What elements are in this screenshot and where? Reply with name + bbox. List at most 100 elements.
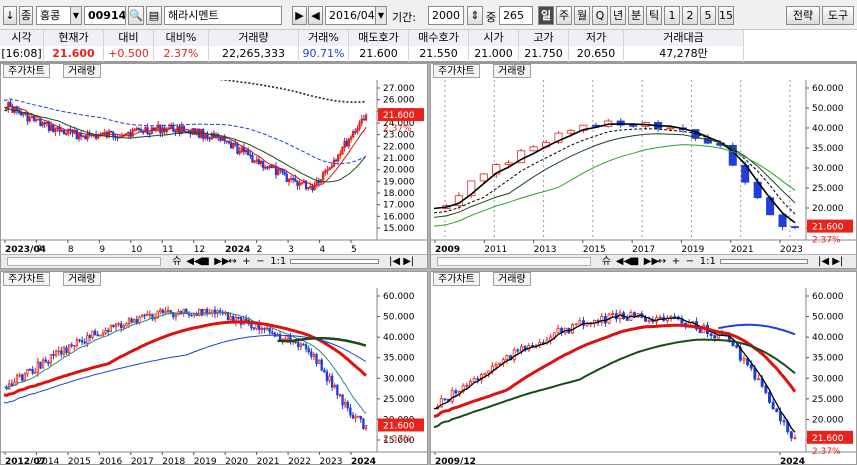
play-back-icon[interactable]: ◀: [308, 6, 323, 25]
change-pct-label: 2.37%: [812, 447, 841, 457]
y-tick-label: 25.000: [383, 395, 415, 405]
x-tick-label: 2024: [780, 457, 805, 465]
y-tick-label: 21.000: [383, 154, 415, 164]
period-button-6[interactable]: 틱: [646, 6, 662, 25]
market-dropdown-icon[interactable]: ▼: [70, 6, 82, 25]
chart-panel-2[interactable]: 주가차트 거래량 60.000 50.000 40.000 35.000 30.000 25.…: [430, 63, 857, 269]
y-tick-label: 35.000: [812, 354, 844, 364]
tab-volume[interactable]: 거래량: [63, 272, 101, 286]
tab-volume[interactable]: 거래량: [63, 64, 101, 78]
nav-button-6[interactable]: −: [256, 256, 265, 267]
tools-button[interactable]: 도구: [822, 6, 854, 25]
horizontal-scrollbar[interactable]: [437, 257, 591, 266]
x-tick-label: 2023: [780, 245, 803, 254]
quote-header-cell: 시각: [0, 30, 44, 46]
x-tick-label: 2017: [632, 245, 655, 254]
stock-list-icon[interactable]: ▤: [146, 6, 162, 25]
period-button-3[interactable]: Q: [592, 6, 608, 25]
chevron-down-icon[interactable]: ↓: [3, 6, 17, 25]
x-tick-label: 2014: [36, 457, 59, 465]
price-chart[interactable]: 60.00050.00040.00035.00030.00025.00020.0…: [1, 288, 427, 465]
nav-end-icons[interactable]: |◀ ▶|: [818, 256, 844, 267]
nav-button-4[interactable]: ↔: [228, 256, 237, 267]
period-button-4[interactable]: 년: [610, 6, 626, 25]
chart-panel-1[interactable]: 주가차트 거래량 27.00026.00025.00024.00023.00022.…: [0, 63, 428, 269]
nav-button-5[interactable]: +: [671, 256, 681, 267]
y-tick-label: 15.000: [383, 224, 415, 234]
quote-header-cell: 거래량: [209, 30, 299, 46]
y-tick-label: 35.000: [383, 354, 415, 364]
period-input[interactable]: 2000: [428, 6, 464, 25]
horizontal-splitter[interactable]: [0, 269, 857, 271]
price-chart[interactable]: 27.00026.00025.00024.00023.00022.00021.0…: [1, 80, 427, 254]
strategy-button[interactable]: 전략: [786, 6, 820, 25]
vertical-splitter[interactable]: [428, 63, 430, 465]
period-label: 기간:: [392, 11, 416, 24]
nav-button-5[interactable]: +: [242, 256, 251, 267]
nav-button-4[interactable]: ↔: [657, 256, 667, 267]
x-tick-label: 2015: [583, 245, 606, 254]
x-tick-label: 2021: [257, 457, 280, 465]
quote-header-cell: 고가: [519, 30, 569, 46]
nav-button-3[interactable]: ▶▶: [643, 256, 660, 267]
zoom-slider[interactable]: [719, 259, 808, 264]
tab-price-chart[interactable]: 주가차트: [3, 272, 50, 286]
period-button-10[interactable]: 15: [718, 6, 734, 25]
period-button-5[interactable]: 분: [628, 6, 644, 25]
tab-volume[interactable]: 거래량: [493, 272, 531, 286]
tab-price-chart[interactable]: 주가차트: [433, 64, 480, 78]
quote-value-cell: 21.550: [409, 46, 469, 62]
current-price-tag: 21.600: [812, 434, 844, 444]
tab-price-chart[interactable]: 주가차트: [433, 272, 480, 286]
quote-value-cell: 90.71%: [299, 46, 349, 62]
period-button-8[interactable]: 2: [682, 6, 698, 25]
nav-end-icons[interactable]: |◀ ▶|: [389, 256, 415, 267]
period-button-9[interactable]: 5: [700, 6, 716, 25]
stepper-icon[interactable]: ⇕: [467, 6, 483, 25]
nav-button-2[interactable]: ■: [200, 256, 210, 267]
y-tick-label: 30.000: [812, 374, 844, 384]
count-input[interactable]: 265: [499, 6, 533, 25]
chart-panel-4[interactable]: 주가차트 거래량 60.000 50.000 40.000 35.000 30.000 25.…: [430, 271, 857, 465]
price-chart[interactable]: 60.00050.00040.00035.00030.00025.00020.0…: [431, 80, 856, 254]
period-button-1[interactable]: 주: [556, 6, 572, 25]
x-tick-label: 2013: [534, 245, 557, 254]
market-type-button[interactable]: 종: [19, 6, 33, 25]
y-tick-label: 50.000: [383, 313, 415, 323]
stock-code-input[interactable]: 00914: [84, 6, 126, 25]
nav-button-2[interactable]: ■: [629, 256, 640, 267]
y-tick-label: 24.000: [383, 119, 415, 129]
quote-value-cell: 47,278만: [624, 46, 744, 62]
y-tick-label: 30.000: [812, 164, 844, 174]
period-button-0[interactable]: 일: [538, 6, 554, 25]
nav-button-0[interactable]: 슈: [601, 256, 611, 267]
tab-price-chart[interactable]: 주가차트: [3, 64, 50, 78]
y-tick-label: 22.000: [383, 142, 415, 152]
y-tick-label: 20.000: [812, 204, 844, 214]
quote-header-cell: 시가: [469, 30, 519, 46]
date-input[interactable]: 2016/04/01: [325, 6, 387, 25]
candlesticks: [5, 306, 368, 431]
period-button-7[interactable]: 1: [664, 6, 680, 25]
period-button-2[interactable]: 월: [574, 6, 590, 25]
zoom-slider[interactable]: [290, 259, 379, 264]
nav-button-6[interactable]: −: [685, 256, 695, 267]
search-icon[interactable]: 🔍: [128, 6, 144, 25]
y-tick-label: 15.000: [383, 436, 415, 446]
x-tick-label: 2023: [320, 457, 343, 465]
chart-panel-3[interactable]: 주가차트 거래량 60.000 50.000 40.000 35.000 30.000 25.…: [0, 271, 428, 465]
quote-value-cell: 22,265,333: [209, 46, 299, 62]
price-chart[interactable]: 60.00050.00040.00035.00030.00025.00020.0…: [431, 288, 856, 465]
tab-volume[interactable]: 거래량: [493, 64, 531, 78]
nav-button-1[interactable]: ◀◀: [186, 256, 202, 267]
nav-button-0[interactable]: 슈: [172, 256, 182, 267]
y-tick-label: 40.000: [812, 124, 844, 134]
nav-button-3[interactable]: ▶▶: [214, 256, 230, 267]
nav-button-1[interactable]: ◀◀: [615, 256, 632, 267]
play-forward-icon[interactable]: ▶: [292, 6, 307, 25]
horizontal-scrollbar[interactable]: [7, 257, 162, 266]
y-tick-label: 50.000: [812, 313, 844, 323]
quote-value-cell: 21.600: [349, 46, 409, 62]
x-tick-label: 4: [320, 245, 326, 254]
date-dropdown-icon[interactable]: ▼: [375, 6, 387, 25]
